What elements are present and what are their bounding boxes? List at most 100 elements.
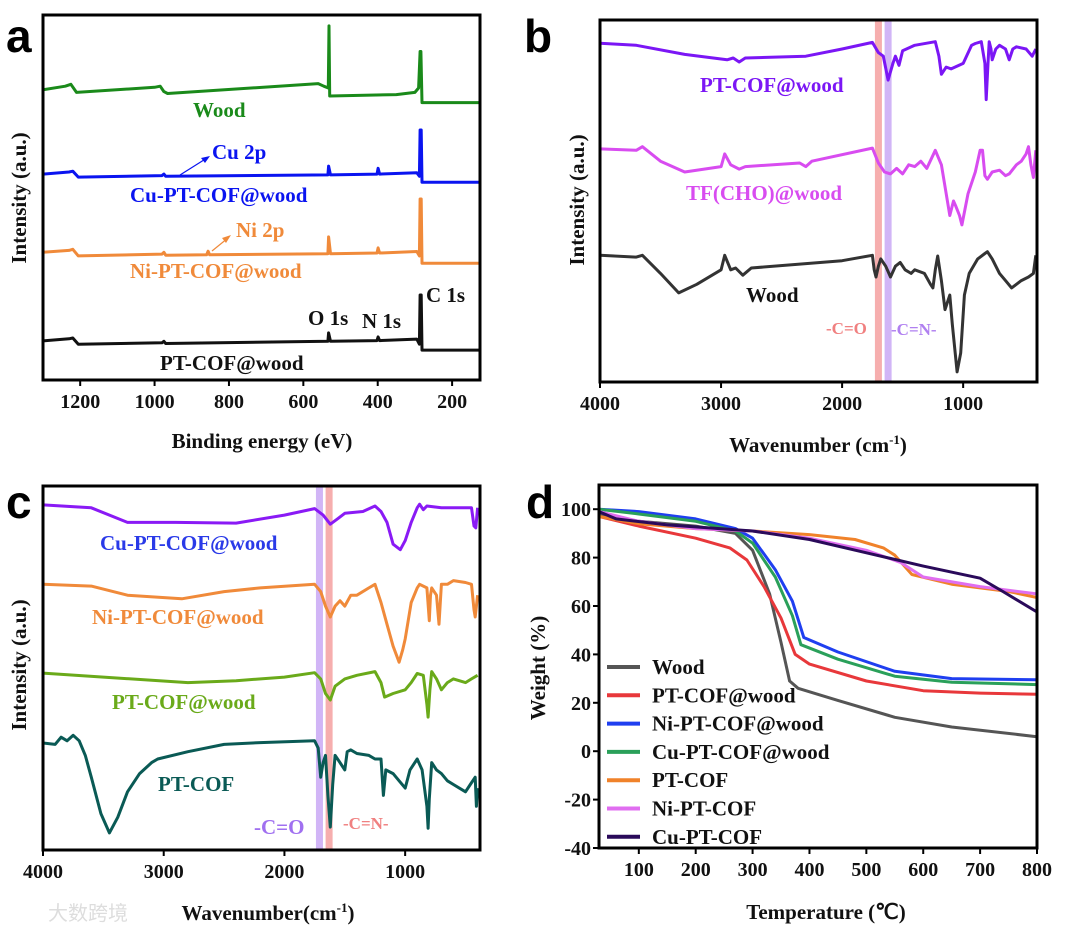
legend-label: Cu-PT-COF	[652, 825, 762, 849]
series-line-cu-pt-cof	[599, 510, 1037, 614]
cu2p-arrow	[179, 157, 208, 176]
band-marker	[874, 20, 882, 382]
label-ni2p: Ni 2p	[236, 218, 284, 242]
series-line-wood	[43, 24, 480, 105]
y-tick-label: -40	[564, 838, 591, 860]
band-marker	[315, 486, 323, 850]
label-pt-cof-c: PT-COF	[158, 772, 234, 796]
x-tick-label: 4000	[23, 861, 63, 883]
series-line-pt-cof	[43, 733, 480, 835]
series-line-pt-cof-wood	[600, 40, 1037, 102]
legend-label: Wood	[652, 655, 705, 679]
band-marker	[325, 486, 333, 850]
x-tick-label: 500	[851, 859, 881, 881]
series-line-cu-pt-cof-wood	[43, 128, 480, 184]
label-pt-cof-wood-b: PT-COF@wood	[700, 73, 844, 97]
y-axis-title-a: Intensity (a.u.)	[7, 132, 31, 263]
series-line-ni-pt-cof-wood	[43, 579, 480, 664]
series-line-pt-cof-wood	[43, 670, 479, 719]
x-tick-label: 1000	[943, 393, 983, 415]
x-tick-label: 3000	[701, 393, 741, 415]
label-c-n-band-c: -C=N-	[343, 814, 389, 833]
band-marker	[884, 20, 892, 382]
plot-frame	[598, 18, 1039, 384]
x-tick-label: 1000	[385, 861, 425, 883]
x-tick-label: 100	[624, 859, 654, 881]
label-n1s: N 1s	[362, 309, 401, 333]
x-axis-title-a: Binding energy (eV)	[172, 429, 353, 453]
cu2p-arrowhead-icon	[201, 156, 210, 163]
label-o1s: O 1s	[308, 306, 348, 330]
x-axis-title-c: Wavenumber(cm-1)	[182, 900, 355, 925]
y-axis-title-c: Intensity (a.u.)	[7, 599, 31, 730]
series-line-tf-cho-wood	[600, 145, 1037, 227]
legend-label: PT-COF	[652, 768, 728, 792]
y-tick-label: 80	[571, 548, 591, 570]
label-wood-b: Wood	[746, 283, 799, 307]
y-axis-title-d: Weight (%)	[526, 616, 550, 720]
label-pt-cof-wood-c: PT-COF@wood	[112, 690, 256, 714]
y-axis-title-b: Intensity (a.u.)	[565, 134, 589, 265]
x-tick-label: 400	[794, 859, 824, 881]
label-ni-pt-cof-wood: Ni-PT-COF@wood	[130, 259, 302, 283]
x-tick-label: 200	[681, 859, 711, 881]
label-c-o-band-c: -C=O	[254, 815, 304, 839]
x-tick-label: 700	[965, 859, 995, 881]
legend: Wood PT-COF@wood Ni-PT-COF@wood Cu-PT-COF@w…	[607, 655, 830, 849]
y-tick-label: 100	[561, 499, 591, 521]
x-tick-label: 4000	[580, 393, 620, 415]
y-tick-label: -20	[564, 790, 591, 812]
watermark: 大数跨境	[48, 901, 128, 925]
chart-d: 100 200 300 400 500 600 700 800 -40 -20 0 20 40 60 80 1…	[561, 483, 1052, 881]
x-tick-label: 800	[1022, 859, 1052, 881]
label-c-n-band-b: -C=N-	[891, 320, 937, 339]
plot-frame	[41, 484, 482, 852]
x-tick-label: 600	[908, 859, 938, 881]
plot-frame	[597, 483, 1039, 850]
panel-label-b: b	[524, 10, 552, 62]
label-cu-pt-cof-wood-c: Cu-PT-COF@wood	[100, 531, 278, 555]
series-line-ni-pt-cof-wood	[599, 507, 1037, 682]
x-axis-title-d: Temperature (℃)	[746, 900, 905, 924]
label-ni-pt-cof-wood-c: Ni-PT-COF@wood	[92, 605, 264, 629]
x-tick-label: 1000	[135, 391, 175, 413]
legend-label: Ni-PT-COF	[652, 797, 756, 821]
label-cu2p: Cu 2p	[212, 140, 266, 164]
label-pt-cof-wood: PT-COF@wood	[160, 351, 304, 375]
y-tick-label: 20	[571, 693, 591, 715]
x-tick-label: 400	[363, 391, 393, 413]
x-tick-label: 2000	[264, 861, 304, 883]
ni2p-arrowhead-icon	[222, 235, 231, 243]
series-line-ni-pt-cof-wood	[43, 197, 480, 265]
x-tick-label: 800	[214, 391, 244, 413]
x-axis-title-b: Wavenumber (cm-1)	[729, 432, 907, 457]
x-tick-label: 3000	[144, 861, 184, 883]
chart-b: 4000 3000 2000 1000	[580, 18, 1039, 415]
series-line-cu-pt-cof-wood	[43, 502, 480, 552]
plot-frame	[41, 13, 482, 382]
chart-a: 1200 1000 800 600 400 200	[41, 13, 482, 413]
legend-label: PT-COF@wood	[652, 683, 796, 707]
label-wood: Wood	[193, 98, 246, 122]
series-line-wood	[600, 250, 1037, 374]
series-line-pt-cof-wood	[599, 515, 1037, 696]
legend-label: Cu-PT-COF@wood	[652, 740, 830, 764]
x-tick-label: 600	[288, 391, 318, 413]
x-tick-label: 300	[738, 859, 768, 881]
series-line-cu-pt-cof-wood	[599, 507, 1037, 687]
label-tf-cho-wood: TF(CHO)@wood	[686, 181, 842, 205]
panel-label-c: c	[6, 476, 32, 528]
label-c1s: C 1s	[426, 283, 465, 307]
y-tick-label: 40	[571, 644, 591, 666]
label-cu-pt-cof-wood: Cu-PT-COF@wood	[130, 183, 308, 207]
y-tick-label: 60	[571, 596, 591, 618]
chart-c: 4000 3000 2000 1000	[23, 484, 482, 883]
y-tick-label: 0	[581, 741, 591, 763]
x-tick-label: 1200	[60, 391, 100, 413]
label-c-o-band-b: -C=O	[826, 319, 867, 338]
legend-label: Ni-PT-COF@wood	[652, 712, 824, 736]
panel-label-a: a	[6, 10, 32, 62]
panel-label-d: d	[526, 476, 554, 528]
